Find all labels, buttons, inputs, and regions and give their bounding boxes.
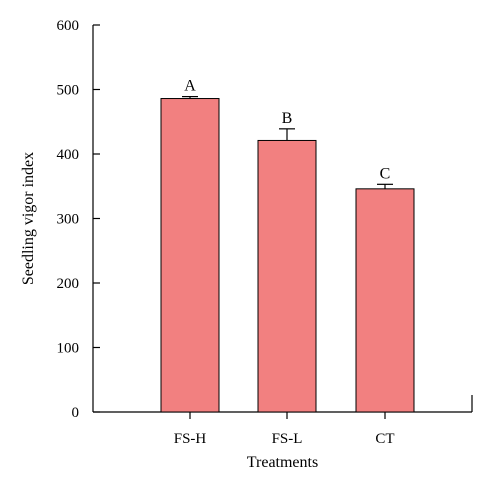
x-tick-label: CT — [375, 431, 394, 447]
y-tick-label: 400 — [57, 147, 80, 163]
significance-letter: A — [184, 78, 196, 95]
y-tick-label: 0 — [72, 405, 80, 421]
x-tick-label: FS-L — [272, 431, 303, 447]
x-tick-label: FS-H — [174, 431, 207, 447]
significance-letter: C — [380, 165, 391, 182]
y-tick-label: 500 — [57, 83, 80, 99]
y-tick-label: 100 — [57, 341, 80, 357]
y-tick-label: 600 — [57, 18, 80, 34]
bar-ct — [355, 188, 415, 413]
bar-fs-h — [160, 98, 220, 413]
x-axis-title: Treatments — [247, 454, 318, 471]
y-axis-title: Seedling vigor index — [20, 152, 37, 285]
significance-letter: B — [282, 110, 293, 127]
y-tick-label: 300 — [57, 212, 80, 228]
y-tick-label: 200 — [57, 276, 80, 292]
bar-fs-l — [257, 139, 317, 413]
